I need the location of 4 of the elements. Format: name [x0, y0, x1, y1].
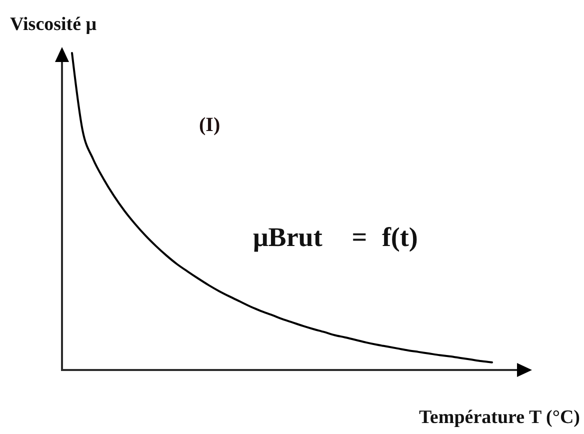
y-axis-title: Viscosité μ — [10, 14, 97, 35]
annotation: μBrut = f(t) — [253, 222, 418, 252]
annotation: (I) — [199, 114, 220, 136]
x-axis-title: Température T (°C) — [419, 407, 580, 428]
